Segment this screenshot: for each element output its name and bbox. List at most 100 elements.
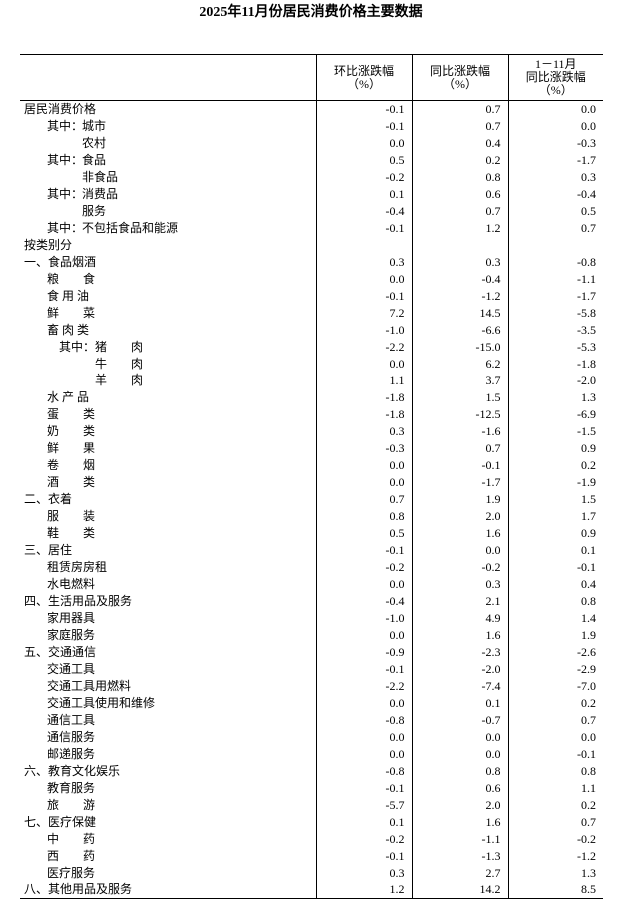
row-label-text: 通信服务	[47, 729, 96, 744]
value-yoy: -1.7	[411, 473, 508, 491]
value-yoy: 2.7	[411, 864, 508, 882]
value-mom: -0.1	[315, 779, 412, 797]
row-label: 食 用 油	[20, 287, 316, 304]
table-row: 其中：不包括食品和能源 -0.1 1.2 0.7	[20, 219, 603, 237]
row-label: 鲜 果	[20, 440, 316, 457]
value-yoy	[411, 236, 508, 254]
table-row: 其中：猪 肉 -2.2 -15.0 -5.3	[20, 338, 603, 356]
row-label-text: 交通工具	[47, 661, 96, 676]
row-label-text: 牛 肉	[95, 356, 144, 371]
row-label: 服 装	[20, 508, 316, 525]
row-label: 鞋 类	[20, 525, 316, 542]
row-label-text: 水电燃料	[47, 577, 96, 592]
value-ytd: 1.9	[507, 626, 603, 644]
row-label-text: 交通工具用燃料	[47, 678, 132, 693]
value-ytd: -7.0	[507, 677, 603, 695]
value-ytd: -1.7	[507, 151, 603, 169]
row-prefix: 其中：	[59, 339, 96, 354]
value-yoy: 1.6	[411, 626, 508, 644]
header-unit: （%）	[538, 83, 573, 97]
row-label-text: 鞋 类	[47, 526, 96, 541]
row-label: 七、医疗保健	[20, 813, 316, 830]
table-row: 二、衣着 0.7 1.9 1.5	[20, 490, 603, 508]
value-yoy: 0.1	[411, 694, 508, 712]
value-yoy: 0.8	[411, 168, 508, 186]
value-mom: 0.3	[315, 864, 412, 882]
row-label: 按类别分	[20, 236, 316, 253]
value-mom: -0.4	[315, 592, 412, 610]
row-label-text: 农村	[82, 135, 107, 150]
row-label-text: 消费品	[82, 186, 119, 201]
value-ytd: -0.2	[507, 830, 603, 848]
value-mom: -0.2	[315, 168, 412, 186]
table-row: 奶 类 0.3 -1.6 -1.5	[20, 422, 603, 440]
row-label-text: 中 药	[47, 831, 96, 846]
value-ytd: 0.7	[507, 219, 603, 237]
value-mom: 0.5	[315, 151, 412, 169]
row-label: 居民消费价格	[20, 101, 316, 118]
table-row: 八、其他用品及服务 1.2 14.2 8.5	[20, 881, 603, 899]
value-mom: -0.3	[315, 439, 412, 457]
table-row: 西 药 -0.1 -1.3 -1.2	[20, 847, 603, 865]
row-label: 卷 烟	[20, 457, 316, 474]
row-label-text: 家庭服务	[47, 628, 96, 643]
row-label-text: 通信工具	[47, 712, 96, 727]
row-label-text: 鲜 菜	[47, 305, 96, 320]
row-label: 教育服务	[20, 779, 316, 796]
row-label-text: 蛋 类	[47, 407, 96, 422]
value-mom: -0.2	[315, 830, 412, 848]
row-label-text: 服务	[82, 203, 107, 218]
table-row: 交通工具 -0.1 -2.0 -2.9	[20, 660, 603, 678]
table-row: 牛 肉 0.0 6.2 -1.8	[20, 355, 603, 372]
value-mom: -0.2	[315, 558, 412, 576]
value-ytd: -0.3	[507, 134, 603, 152]
table-row: 七、医疗保健 0.1 1.6 0.7	[20, 813, 603, 831]
value-yoy: 0.7	[411, 117, 508, 135]
value-yoy: 14.5	[411, 304, 508, 322]
row-label: 鲜 菜	[20, 304, 316, 321]
table-row: 非食品 -0.2 0.8 0.3	[20, 168, 603, 186]
value-ytd: 1.7	[507, 507, 603, 525]
value-yoy: 0.3	[411, 575, 508, 593]
value-ytd: 0.0	[507, 100, 603, 118]
row-label: 租赁房房租	[20, 559, 316, 576]
row-label: 四、生活用品及服务	[20, 593, 316, 610]
table-row: 旅 游 -5.7 2.0 0.2	[20, 796, 603, 814]
value-yoy: 1.6	[411, 813, 508, 831]
row-label-text: 非食品	[82, 169, 119, 184]
row-label-text: 三、居住	[24, 543, 73, 558]
row-prefix: 其中：	[47, 118, 84, 133]
value-ytd: -2.6	[507, 643, 603, 661]
header-item-column	[20, 54, 316, 101]
row-label-text: 四、生活用品及服务	[24, 594, 133, 609]
value-ytd: -1.7	[507, 287, 603, 305]
value-mom: 0.0	[315, 355, 412, 372]
value-yoy: -1.1	[411, 830, 508, 848]
value-ytd: 0.8	[507, 762, 603, 780]
value-mom: -0.1	[315, 117, 412, 135]
value-yoy: 1.5	[411, 388, 508, 406]
value-mom: -0.1	[315, 541, 412, 559]
header-yoy-change: 同比涨跌幅 （%）	[411, 54, 508, 101]
row-label: 非食品	[20, 168, 316, 185]
table-row: 交通工具用燃料 -2.2 -7.4 -7.0	[20, 677, 603, 695]
value-yoy: 0.7	[411, 202, 508, 220]
value-yoy: 1.9	[411, 490, 508, 508]
row-label-text: 居民消费价格	[24, 102, 97, 117]
table-row: 医疗服务 0.3 2.7 1.3	[20, 864, 603, 882]
value-ytd: 1.1	[507, 779, 603, 797]
row-label-text: 旅 游	[47, 797, 96, 812]
value-ytd: 1.4	[507, 609, 603, 627]
value-yoy: 0.0	[411, 541, 508, 559]
row-label-text: 城市	[82, 118, 107, 133]
value-ytd: 0.2	[507, 456, 603, 474]
row-label: 通信服务	[20, 728, 316, 745]
value-mom: 0.0	[315, 745, 412, 763]
row-label-text: 家用器具	[47, 611, 96, 626]
value-mom: 7.2	[315, 304, 412, 322]
value-ytd: 0.4	[507, 575, 603, 593]
value-ytd	[507, 236, 603, 254]
value-ytd: -1.1	[507, 270, 603, 288]
value-yoy: 2.0	[411, 507, 508, 525]
row-label-text: 畜 肉 类	[47, 322, 90, 337]
